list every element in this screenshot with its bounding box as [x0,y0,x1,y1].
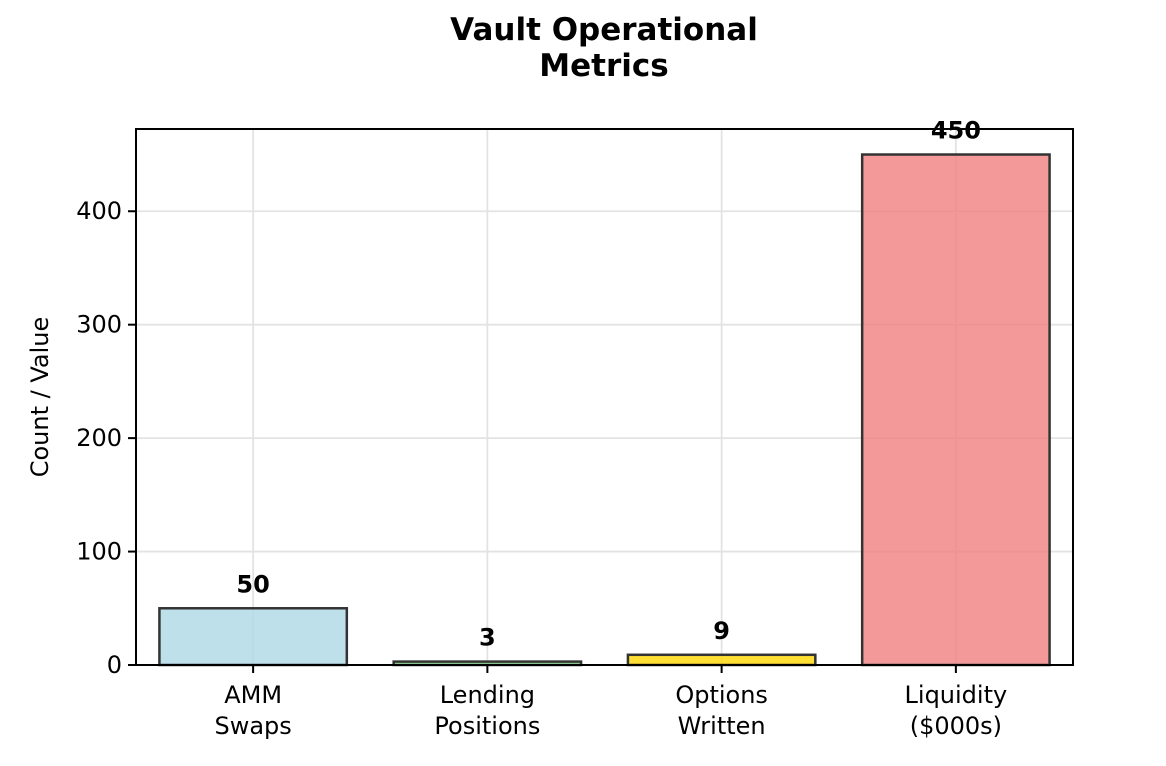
x-tick-label: Liquidity [905,681,1008,709]
bar-value-label: 9 [713,617,730,645]
bar-value-label: 50 [236,570,269,598]
x-tick-label: Written [678,712,766,740]
y-tick-label: 200 [76,424,122,452]
chart-title-line-1: Vault Operational [450,12,758,48]
plot-frame [135,128,1074,666]
x-tick-label: AMM [224,681,282,709]
y-tick-label: 100 [76,538,122,566]
chart-title-line-2: Metrics [539,48,668,84]
bar-value-label: 450 [931,117,981,145]
bar [158,607,349,667]
label-layer: 0 100 200 300 400 50 AMM Swaps 3 Lending Positions… [76,117,1007,740]
bar-value-label: 3 [479,624,496,652]
y-axis-label: Count / Value [26,317,54,478]
x-tick-label: ($000s) [910,712,1002,740]
x-tick-label: Lending [440,681,535,709]
y-tick-label: 0 [107,651,122,679]
x-tick-label: Positions [434,712,540,740]
bar [626,653,817,667]
x-tick-label: Swaps [214,712,291,740]
y-tick-label: 400 [76,197,122,225]
bar [860,153,1051,667]
x-tick-label: Options [675,681,768,709]
tick-layer [128,210,957,673]
bar-layer [158,153,1051,667]
y-tick-label: 300 [76,311,122,339]
